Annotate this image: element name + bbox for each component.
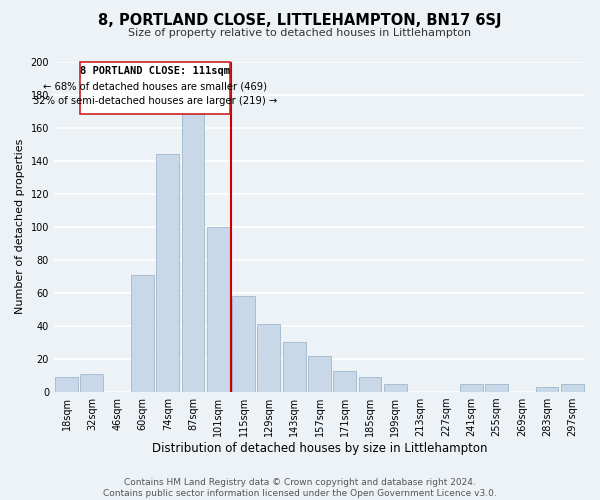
Bar [80, 374, 103, 392]
Bar [232, 296, 255, 392]
X-axis label: Distribution of detached houses by size in Littlehampton: Distribution of detached houses by size … [152, 442, 487, 455]
Text: ← 68% of detached houses are smaller (469): ← 68% of detached houses are smaller (46… [43, 82, 267, 92]
Text: Contains HM Land Registry data © Crown copyright and database right 2024.
Contai: Contains HM Land Registry data © Crown c… [103, 478, 497, 498]
Text: 32% of semi-detached houses are larger (219) →: 32% of semi-detached houses are larger (… [33, 96, 277, 106]
Text: 8, PORTLAND CLOSE, LITTLEHAMPTON, BN17 6SJ: 8, PORTLAND CLOSE, LITTLEHAMPTON, BN17 6… [98, 12, 502, 28]
Bar [334, 370, 356, 392]
Bar [157, 154, 179, 392]
Text: Size of property relative to detached houses in Littlehampton: Size of property relative to detached ho… [128, 28, 472, 38]
Y-axis label: Number of detached properties: Number of detached properties [15, 139, 25, 314]
FancyBboxPatch shape [80, 62, 230, 114]
Bar [536, 387, 559, 392]
Bar [460, 384, 482, 392]
Bar [359, 377, 382, 392]
Bar [485, 384, 508, 392]
Bar [561, 384, 584, 392]
Bar [283, 342, 305, 392]
Bar [384, 384, 407, 392]
Bar [55, 377, 78, 392]
Bar [131, 274, 154, 392]
Bar [182, 111, 205, 392]
Bar [257, 324, 280, 392]
Bar [308, 356, 331, 392]
Text: 8 PORTLAND CLOSE: 111sqm: 8 PORTLAND CLOSE: 111sqm [80, 66, 230, 76]
Bar [207, 227, 230, 392]
